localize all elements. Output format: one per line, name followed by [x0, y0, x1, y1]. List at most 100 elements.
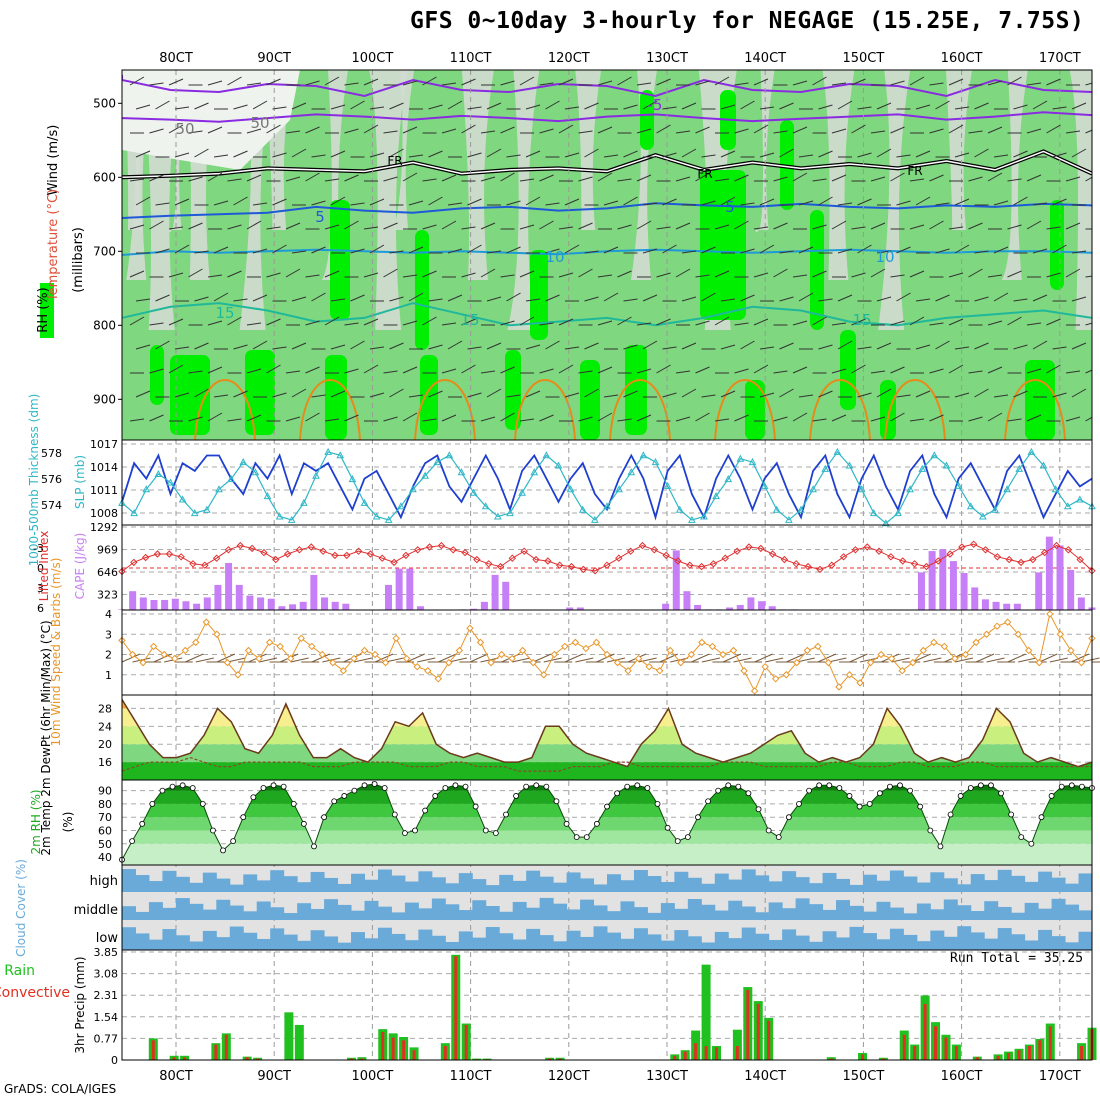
- pressure-tick-label: 500: [93, 96, 116, 110]
- wind-barb: [383, 176, 398, 182]
- wind-barb: [1071, 102, 1087, 110]
- li-point: [177, 553, 185, 561]
- li-point: [461, 548, 469, 557]
- cloud-cover-cell: [957, 884, 972, 892]
- cloud-cover-cell: [957, 926, 972, 950]
- cloud-cover-cell: [229, 926, 244, 950]
- li-point: [757, 544, 765, 553]
- li-point: [958, 543, 966, 551]
- wind-barb: [486, 342, 502, 350]
- wind-barb: [188, 268, 203, 278]
- cloud-cover-cell: [256, 880, 271, 892]
- wind-barb: [519, 224, 535, 230]
- wind-barb: [584, 296, 599, 302]
- rh-point: [513, 793, 519, 799]
- wind-speed-point: [350, 654, 358, 663]
- li-point: [780, 555, 789, 564]
- surface-wind-barb: [448, 657, 467, 663]
- surface-wind-barb: [754, 653, 773, 663]
- temp-tick-label: 24: [98, 720, 112, 733]
- cloud-cover-cell: [647, 934, 662, 950]
- thickness-point: [651, 458, 660, 466]
- cloud-cover-cell: [122, 927, 136, 950]
- rh-point: [614, 790, 621, 797]
- cloud-cover-cell: [297, 903, 312, 920]
- rh-point: [553, 798, 560, 805]
- wind-barb: [1091, 300, 1092, 302]
- wind-barb: [539, 174, 554, 182]
- wind-barb: [155, 294, 170, 302]
- li-point: [544, 557, 552, 565]
- wind-barb: [968, 176, 983, 182]
- wind-barb: [876, 342, 892, 350]
- wind-tick-label: 1: [105, 669, 112, 682]
- wind-barb: [603, 246, 619, 254]
- wind-barb: [291, 102, 307, 110]
- wind-barb: [1085, 129, 1092, 134]
- rh-band: [122, 817, 1092, 831]
- cape-bar: [939, 549, 947, 610]
- wind-barb: [129, 224, 145, 230]
- cloud-cover-cell: [324, 936, 339, 950]
- cloud-cover-cell: [431, 898, 446, 920]
- wind-barb: [734, 128, 749, 134]
- rh-saturated-patch: [530, 250, 548, 340]
- cloud-row-label: high: [90, 874, 118, 889]
- wind-speed-point: [276, 642, 284, 651]
- rh-saturated-patch: [505, 350, 521, 430]
- x-tick-top-label: 120CT: [548, 51, 590, 66]
- li-point: [591, 567, 599, 575]
- cloud-cover-cell: [404, 881, 419, 892]
- x-tick-bottom-label: 140CT: [744, 1069, 786, 1084]
- wind-barb: [792, 126, 808, 134]
- wind-barb: [656, 364, 671, 374]
- li-point: [520, 547, 528, 555]
- wind-barb: [929, 414, 944, 422]
- precip-rain-bar: [881, 1058, 885, 1060]
- wind-barb: [207, 274, 223, 278]
- wind-barb: [812, 418, 827, 422]
- rh-point: [220, 847, 226, 854]
- wind-barb: [890, 172, 905, 182]
- precip-rain-bar: [381, 1031, 385, 1060]
- thickness-axis-label: 1000-500mb Thickness (dm): [27, 394, 41, 567]
- wind-barb: [1046, 78, 1061, 86]
- wind-speed-point: [571, 638, 580, 647]
- thickness-point: [906, 485, 914, 493]
- wind-speed-point: [1014, 630, 1022, 638]
- wind-barb: [1032, 340, 1048, 350]
- li-axis-label: Lifted Index: [37, 531, 51, 602]
- wind-barb: [773, 268, 788, 278]
- thickness-point: [566, 485, 575, 493]
- wind-barb: [363, 226, 379, 230]
- cloud-cover-cell: [351, 873, 365, 892]
- wind-speed-point: [845, 671, 854, 679]
- wind-barb: [974, 102, 989, 110]
- rh-point: [462, 783, 469, 790]
- cloud-cover-cell: [889, 870, 904, 892]
- rh-point: [967, 785, 974, 791]
- rh-point: [129, 838, 136, 844]
- li-point: [402, 551, 410, 560]
- wind-barb: [1026, 220, 1042, 230]
- precip-rain-bar: [224, 1034, 228, 1060]
- wind-barb: [525, 104, 541, 110]
- cloud-cover-cell: [997, 928, 1012, 950]
- wind-barb: [870, 268, 886, 278]
- wind-barb: [207, 80, 223, 86]
- thickness-point: [227, 475, 235, 483]
- wind-barb: [812, 270, 827, 278]
- precip-rain-bar: [1048, 1026, 1052, 1060]
- wind-barb: [948, 272, 964, 278]
- cloud-cover-cell: [1051, 877, 1066, 892]
- wind-barb: [851, 226, 866, 230]
- wind-barb: [870, 222, 886, 230]
- wind-barb: [623, 390, 638, 398]
- temp-axis-label: 2m Temp 2m DewPt (6hr Min/Max) (°C): [39, 620, 53, 855]
- wind-barb: [876, 296, 892, 302]
- wind-barb: [233, 390, 248, 398]
- wind-barb: [246, 128, 262, 134]
- rh-saturated-patch: [840, 330, 856, 410]
- cape-bar: [1003, 603, 1011, 610]
- warm-isotherm: [514, 379, 576, 440]
